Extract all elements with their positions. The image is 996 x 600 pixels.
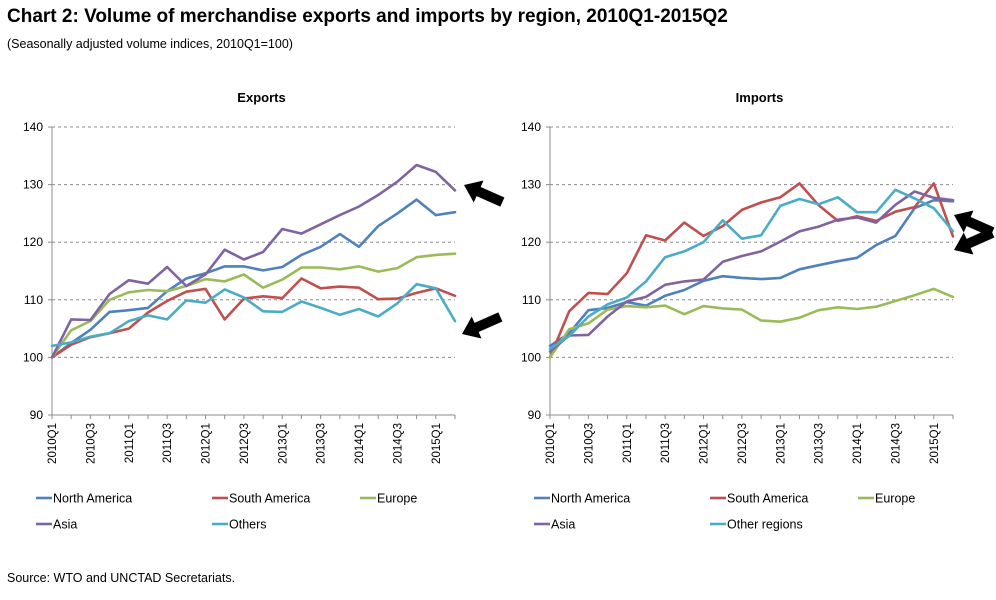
legend-label: Europe [875, 492, 915, 506]
y-tick-label: 90 [528, 408, 542, 422]
y-tick-label: 110 [522, 293, 541, 307]
x-tick-label: 2010Q1 [545, 423, 557, 464]
series-line-north-america [548, 198, 955, 348]
series-line-europe [50, 252, 457, 359]
x-tick-label: 2012Q3 [737, 423, 749, 464]
series-line-north-america [50, 198, 457, 359]
y-tick-label: 120 [521, 235, 541, 249]
x-tick-label: 2010Q3 [583, 423, 595, 464]
y-tick-label: 100 [23, 350, 43, 364]
page-title: Chart 2: Volume of merchandise exports a… [7, 6, 728, 27]
x-tick-label: 2012Q1 [201, 423, 213, 464]
legend-label: South America [727, 492, 808, 506]
x-tick-label: 2013Q1 [277, 423, 289, 464]
x-tick-label: 2014Q1 [852, 423, 864, 464]
x-tick-label: 2011Q1 [622, 423, 634, 463]
y-tick-label: 100 [521, 350, 541, 364]
x-tick-label: 2014Q3 [890, 423, 902, 464]
legend-label: Asia [551, 518, 575, 532]
exports-chart: Exports 90 100 110 120 130 140 2010Q1 2010Q3 2011… [23, 90, 505, 532]
y-tick-label: 120 [23, 235, 43, 249]
arrow-icon [954, 228, 995, 255]
x-tick-label: 2012Q3 [239, 423, 251, 464]
y-tick-label: 130 [521, 178, 541, 192]
x-tick-label: 2011Q1 [124, 423, 136, 463]
legend-label: North America [551, 492, 630, 506]
chart-title: Exports [237, 90, 285, 105]
x-tick-label: 2015Q1 [431, 423, 443, 464]
x-tick-label: 2014Q3 [392, 423, 404, 464]
series-line-asia [548, 190, 955, 353]
y-tick-label: 90 [30, 408, 44, 422]
series-line-south-america [548, 182, 955, 359]
x-tick-label: 2010Q1 [47, 423, 59, 464]
y-tick-label: 130 [23, 178, 43, 192]
x-tick-label: 2013Q3 [814, 423, 826, 464]
y-tick-label: 140 [521, 120, 541, 134]
x-tick-label: 2013Q1 [775, 423, 787, 464]
x-tick-label: 2012Q1 [699, 423, 711, 464]
series-line-others [50, 282, 457, 348]
x-tick-label: 2015Q1 [929, 423, 941, 464]
legend-label: Others [229, 518, 267, 532]
x-tick-label: 2011Q3 [660, 423, 672, 463]
legend-label: Other regions [727, 518, 803, 532]
legend-label: Europe [377, 492, 417, 506]
y-tick-label: 140 [23, 120, 43, 134]
x-tick-label: 2010Q3 [85, 423, 97, 464]
page-subtitle: (Seasonally adjusted volume indices, 201… [7, 37, 293, 51]
y-tick-label: 110 [24, 293, 43, 307]
arrow-icon [954, 210, 995, 237]
series-line-asia [50, 163, 457, 359]
x-tick-label: 2013Q3 [316, 423, 328, 464]
source-note: Source: WTO and UNCTAD Secretariats. [7, 571, 236, 585]
arrow-icon [464, 180, 505, 207]
chart-title: Imports [736, 90, 784, 105]
x-tick-label: 2014Q1 [354, 423, 366, 464]
arrow-icon [462, 312, 503, 339]
imports-chart: Imports 90 100 110 120 130 140 2010Q1 2010Q3 2011… [521, 90, 995, 532]
series-line-south-america [50, 277, 457, 359]
series-line-other-regions [548, 188, 955, 351]
x-tick-label: 2011Q3 [162, 423, 174, 463]
legend-label: North America [53, 492, 132, 506]
legend-label: Asia [53, 518, 77, 532]
series-line-europe [548, 287, 955, 359]
legend-label: South America [229, 492, 310, 506]
